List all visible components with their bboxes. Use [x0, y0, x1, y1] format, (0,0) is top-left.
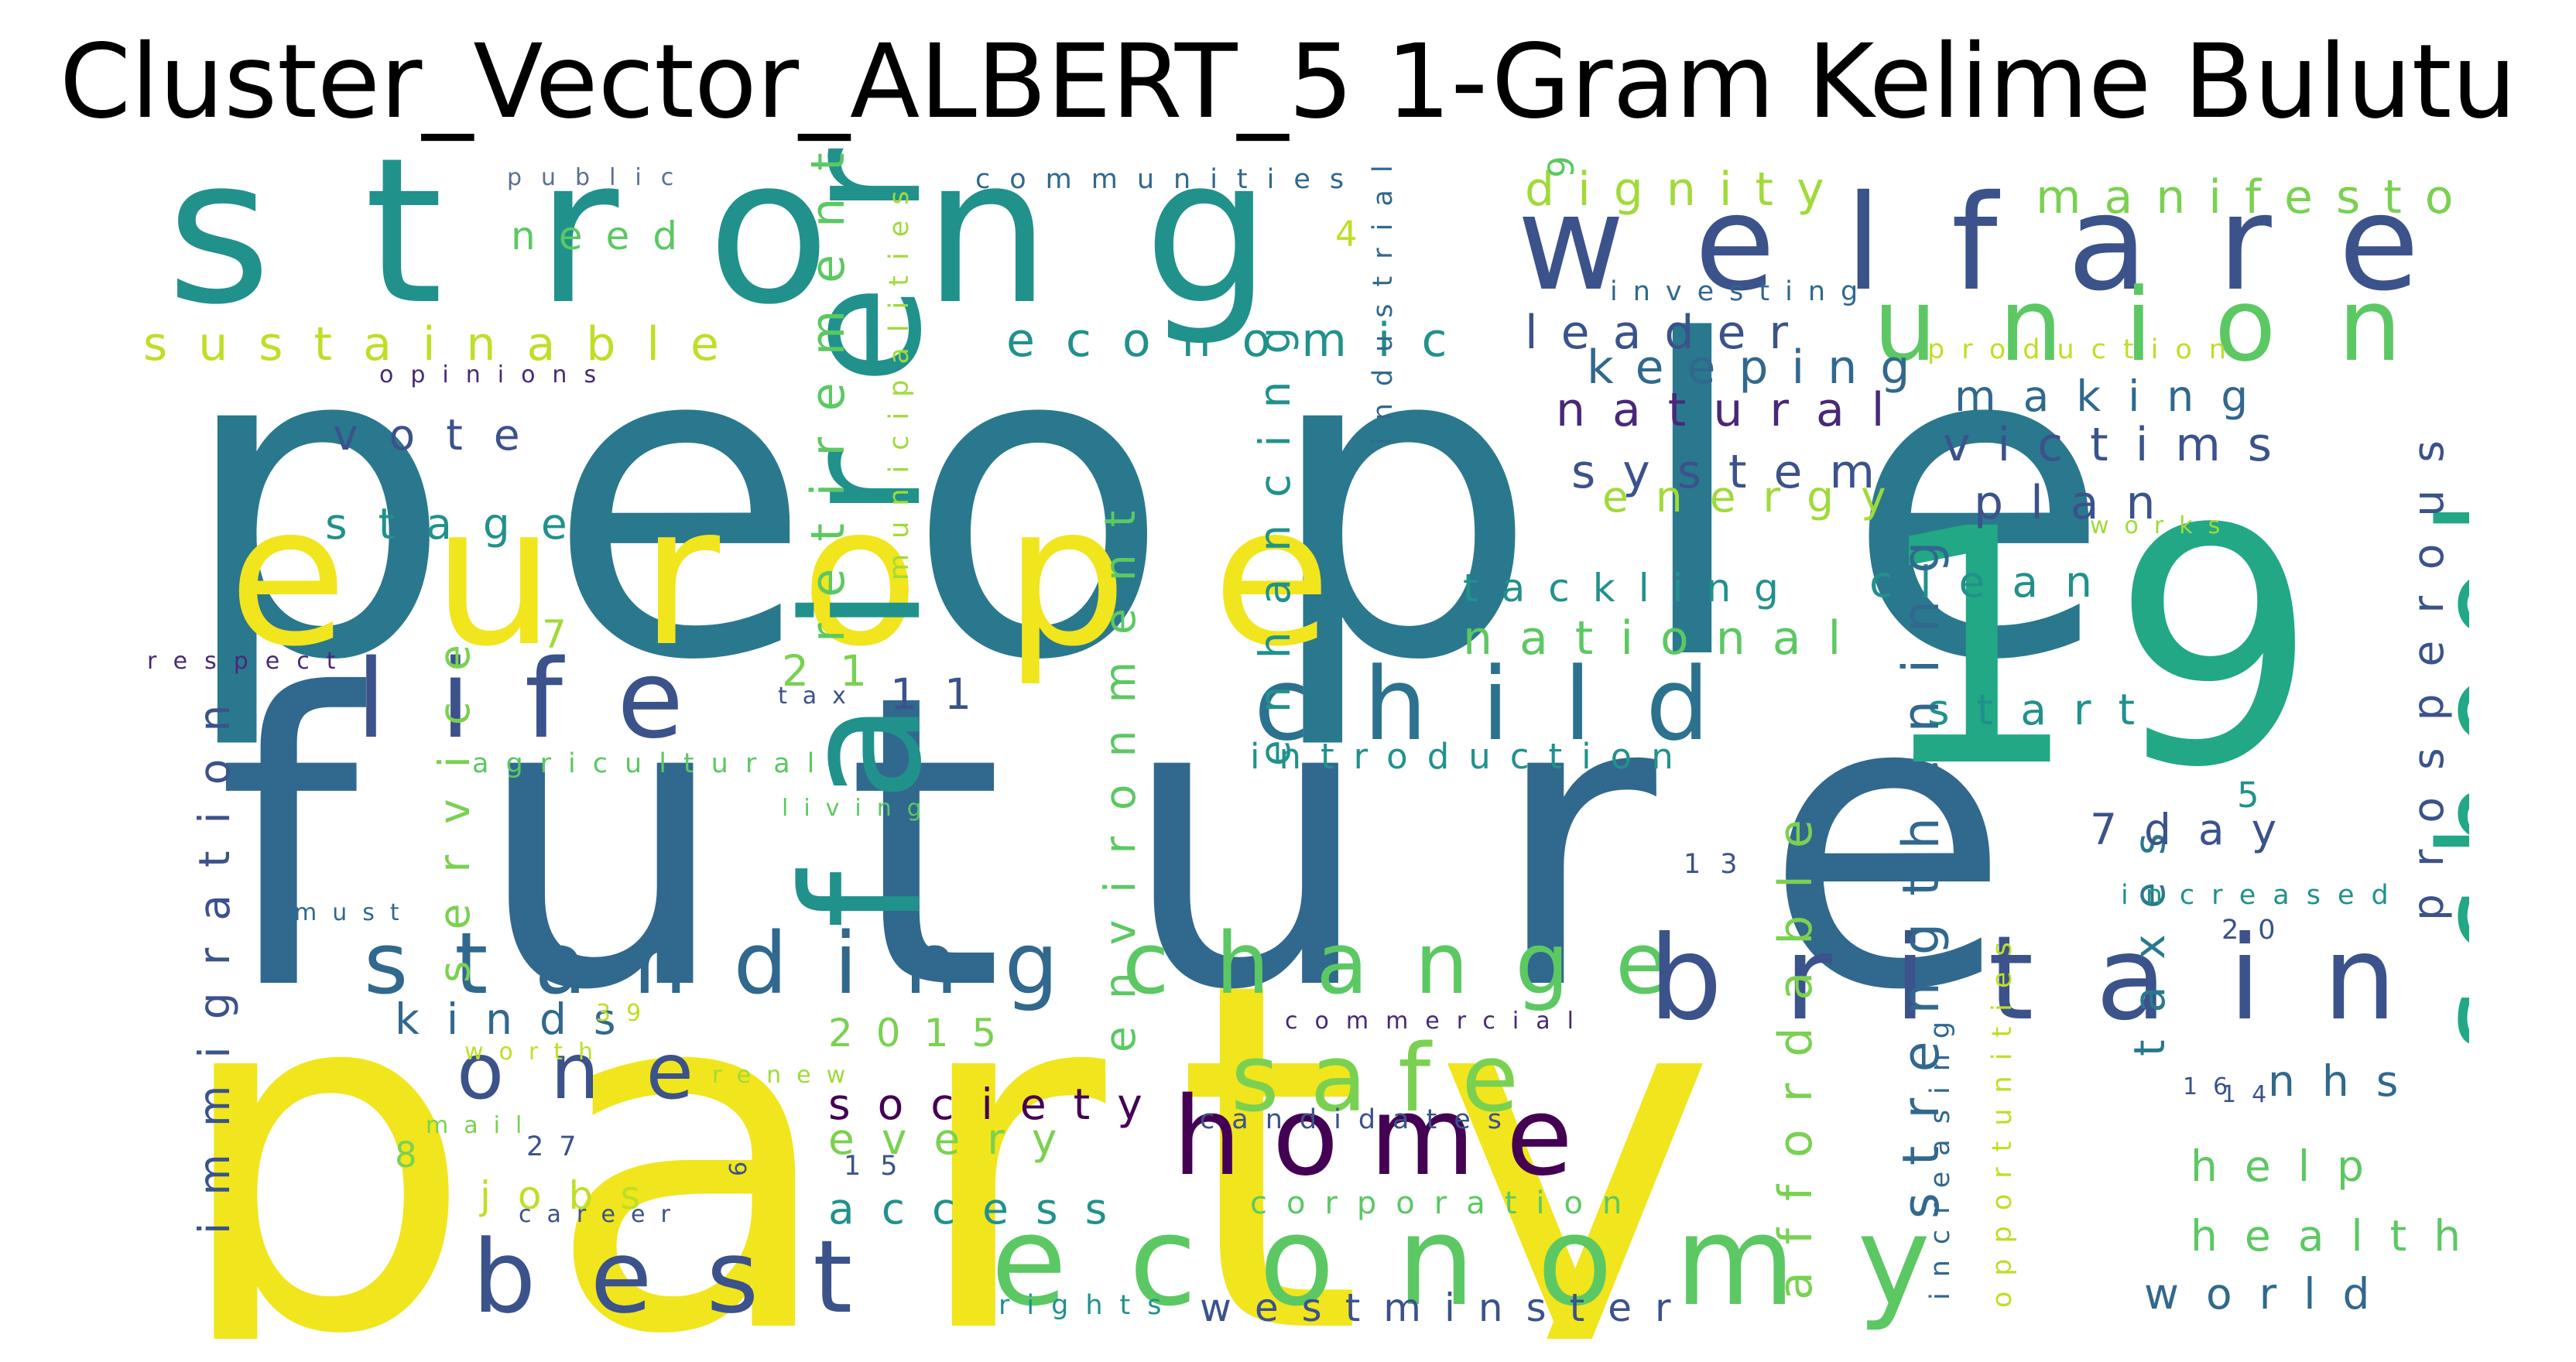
cloud-word: health: [2191, 1211, 2469, 1261]
cloud-word: strong: [166, 147, 1365, 349]
cloud-word: industrial: [1368, 148, 1399, 445]
cloud-word: making: [1954, 371, 2276, 421]
cloud-word: respect: [147, 648, 353, 675]
cloud-word: 6: [725, 1145, 752, 1176]
cloud-word: living: [782, 795, 937, 822]
cloud-word: 39: [596, 1000, 657, 1027]
cloud-word: society: [828, 1080, 1170, 1129]
cloud-word: jobs: [480, 1173, 668, 1218]
cloud-word: production: [1927, 334, 2243, 365]
cloud-word: service: [430, 613, 479, 983]
cloud-word: commercial: [1285, 1008, 1591, 1035]
cloud-word: child: [1254, 645, 1764, 763]
cloud-word: investing: [1610, 276, 1874, 307]
cloud-word: 5: [2237, 775, 2283, 816]
cloud-word: public: [507, 164, 694, 191]
cloud-word: vote: [333, 410, 551, 460]
cloud-word: victims: [1943, 418, 2300, 472]
word-cloud: people future party strong europe 19 welfare un…: [116, 147, 2469, 1339]
cloud-word: 16: [2183, 1073, 2244, 1100]
cloud-word: 9: [1541, 147, 1582, 178]
cloud-word: national: [1463, 611, 1869, 666]
cloud-word: tackling: [1463, 566, 1802, 611]
cloud-word: home: [1173, 1074, 1604, 1200]
cloud-word: party: [170, 881, 1787, 1340]
cloud-word: immigration: [190, 677, 239, 1234]
cloud-word: candidates: [1200, 1104, 1519, 1135]
cloud-word: dignity: [1525, 163, 1848, 217]
cloud-word: best: [472, 1218, 907, 1336]
cloud-word: britain: [1649, 912, 2459, 1046]
cloud-word: increased: [2121, 880, 2406, 911]
cloud-word: 2015: [828, 1011, 1020, 1056]
cloud-word: 20: [2221, 915, 2295, 946]
cloud-word: system: [1571, 445, 1902, 499]
cloud-word: 8: [395, 1134, 440, 1175]
cloud-word: stage: [325, 499, 598, 549]
cloud-word: manifesto: [2036, 170, 2469, 224]
cloud-word: retirement: [801, 147, 855, 642]
cloud-word: 15: [844, 1151, 917, 1182]
cloud-word: union: [1873, 266, 2464, 384]
cloud-word: 4: [1335, 214, 1381, 255]
cloud-word: introduction: [1250, 736, 1693, 777]
cloud-word: one: [457, 1026, 741, 1117]
cloud-word: tax: [778, 683, 862, 710]
figure-title: Cluster_Vector_ALBERT_5 1-Gram Kelime Bu…: [59, 22, 2517, 142]
cloud-word: 11: [890, 669, 999, 719]
cloud-word: europe: [228, 464, 1416, 689]
cloud-word: access: [828, 1184, 1135, 1234]
cloud-word: welfare: [1517, 167, 2469, 320]
cloud-word: must: [294, 899, 415, 926]
cloud-word: enhancing: [1250, 299, 1300, 766]
cloud-word: keeping: [1587, 340, 1934, 395]
cloud-word: westminster: [1200, 1285, 1694, 1330]
cloud-word: leader: [1525, 306, 1812, 360]
cloud-word: agricultural: [472, 748, 832, 779]
cloud-word: clean: [1869, 557, 2119, 607]
cloud-word: nhs: [2268, 1056, 2426, 1106]
cloud-word: 13: [1684, 849, 1757, 880]
cloud-word: natural: [1556, 383, 1912, 437]
cloud-word: communities: [975, 164, 1364, 195]
cloud-word: career: [519, 1201, 686, 1228]
cloud-word: people: [178, 251, 2205, 755]
cloud-word: mail: [426, 1112, 538, 1139]
cloud-word: need: [511, 214, 701, 258]
cloud-word: affordable: [1769, 792, 1823, 1300]
cloud-word: world: [2144, 1269, 2397, 1319]
cloud-word: works: [2090, 512, 2236, 539]
cloud-word: economy: [991, 1189, 1993, 1333]
cloud-word: start: [1927, 685, 2163, 734]
cloud-word: increasing: [1925, 1005, 1956, 1300]
cloud-word: standing: [364, 914, 1105, 1013]
cloud-word: worth: [464, 1039, 609, 1066]
cloud-word: every: [828, 1114, 1084, 1164]
cloud-word: change: [1122, 914, 1714, 1013]
cloud-word: plan: [1974, 476, 2183, 530]
cloud-word: renew: [712, 1062, 862, 1089]
cloud-word: prosperous: [2403, 413, 2453, 921]
cloud-word: help: [2191, 1141, 2391, 1191]
cloud-word: corporation: [1250, 1186, 1642, 1221]
cloud-word: energy: [1602, 472, 1913, 522]
cloud-word: 27: [526, 1131, 592, 1162]
cloud-word: 19: [1873, 460, 2349, 839]
cloud-word: opportunities: [1987, 926, 2018, 1308]
cloud-word: municipalities: [884, 175, 915, 580]
cloud-word: sustainable: [143, 317, 750, 371]
cloud-word: rights: [999, 1290, 1179, 1321]
cloud-word: 21: [782, 646, 898, 696]
cloud-word: kinds: [395, 994, 643, 1044]
cloud-word: 7day: [2090, 805, 2304, 854]
cloud-word: future: [217, 609, 2128, 1078]
cloud-word: 14: [2221, 1081, 2283, 1108]
cloud-word: safe: [1231, 1025, 1550, 1133]
cloud-word: opinions: [379, 361, 614, 388]
cloud-word: environment: [1095, 483, 1145, 1052]
cloud-word: economic: [1006, 313, 1478, 368]
cloud-word: life: [356, 637, 738, 763]
cloud-word: 7: [542, 612, 590, 657]
